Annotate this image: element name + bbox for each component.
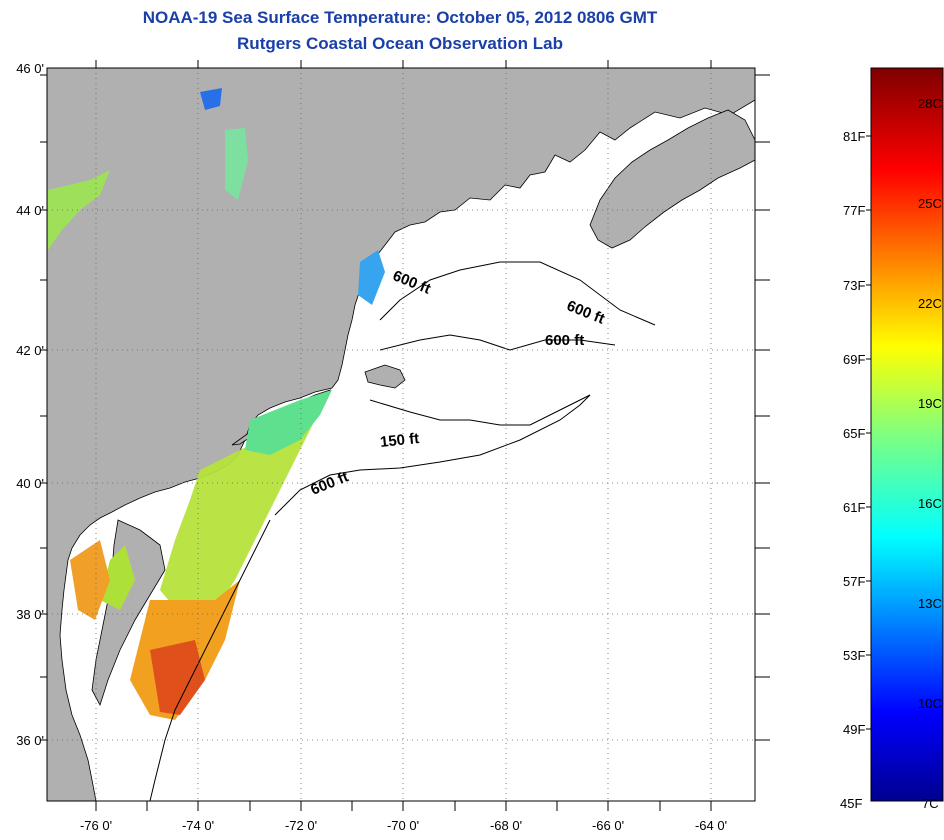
colorbar-f-label: 65F xyxy=(843,426,866,441)
colorbar-f-label: 77F xyxy=(843,203,866,218)
colorbar-f-label: 73F xyxy=(843,278,866,293)
colorbar-c-label: 19C xyxy=(918,396,942,411)
colorbar-ticks xyxy=(866,135,871,730)
nova-scotia xyxy=(589,109,755,249)
colorbar-f-label: 49F xyxy=(843,722,866,737)
bathymetry-contours xyxy=(149,261,656,801)
colorbar-f-label: 69F xyxy=(843,352,866,367)
contour-label: 600 ft xyxy=(545,332,585,349)
colorbar-f-label: 61F xyxy=(843,500,866,515)
map-frame xyxy=(46,67,756,802)
lon-label: -68 0' xyxy=(489,818,523,833)
graticule xyxy=(47,68,755,801)
colorbar-c-label: 28C xyxy=(918,96,942,111)
lat-label: 46 0' xyxy=(16,61,44,76)
colorbar-c-label: 22C xyxy=(918,296,942,311)
colorbar-f-label: 57F xyxy=(843,574,866,589)
lon-label: -72 0' xyxy=(284,818,318,833)
colorbar-c-label: 16C xyxy=(918,496,942,511)
sst-data xyxy=(48,88,385,720)
axis-ticks xyxy=(40,60,770,811)
lat-label: 42 0' xyxy=(16,343,44,358)
lat-label: 44 0' xyxy=(16,203,44,218)
cape-cod xyxy=(364,364,406,389)
map-title: NOAA-19 Sea Surface Temperature: October… xyxy=(142,8,658,27)
lat-label: 36 0' xyxy=(16,733,44,748)
lon-label: -64 0' xyxy=(694,818,728,833)
colorbar-c-label: 25C xyxy=(918,196,942,211)
lon-label: -76 0' xyxy=(79,818,113,833)
lat-label: 40 0' xyxy=(16,476,44,491)
colorbar-f-label: 81F xyxy=(843,129,866,144)
colorbar-c-label: 13C xyxy=(918,596,942,611)
lon-label: -66 0' xyxy=(591,818,625,833)
lat-label: 38 0' xyxy=(16,607,44,622)
colorbar xyxy=(870,67,944,802)
colorbar-c-label: 10C xyxy=(918,696,942,711)
lon-label: -70 0' xyxy=(386,818,420,833)
colorbar-f-label: 53F xyxy=(843,648,866,663)
colorbar-c-label: 7C xyxy=(922,796,939,811)
colorbar-f-label: 45F xyxy=(840,796,863,811)
mainland xyxy=(47,68,755,801)
lon-label: -74 0' xyxy=(181,818,215,833)
map-subtitle: Rutgers Coastal Ocean Observation Lab xyxy=(237,34,563,53)
